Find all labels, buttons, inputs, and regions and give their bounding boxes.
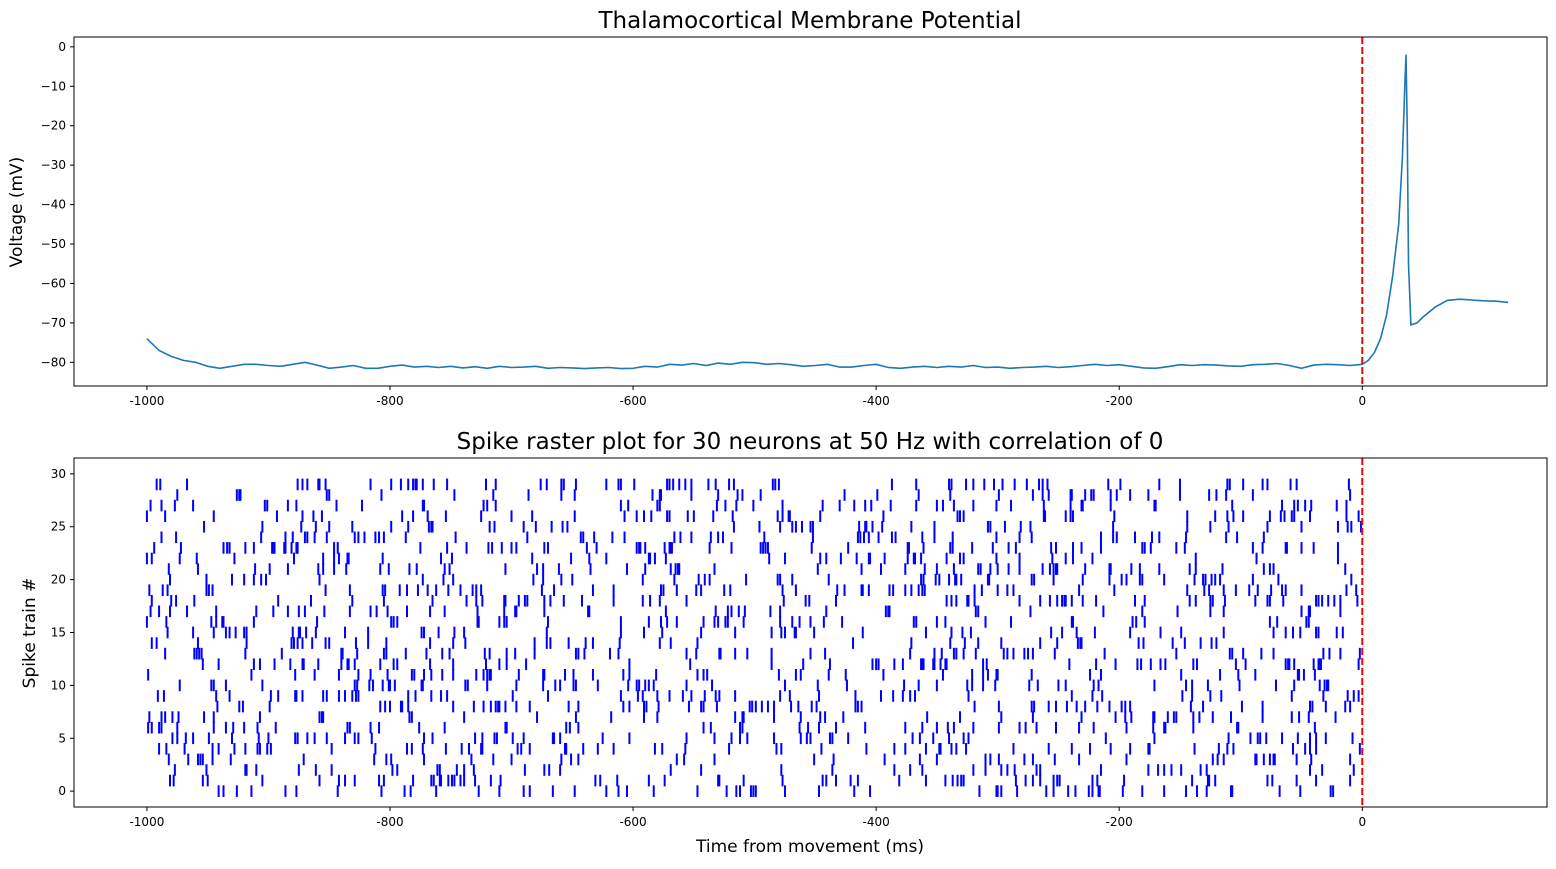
voltage-tick-label: −20 — [41, 119, 66, 133]
time-axis-label: Time from movement (ms) — [695, 837, 924, 857]
membrane-potential-title: Thalamocortical Membrane Potential — [597, 8, 1021, 34]
membrane-potential-ticks: -1000 -800 -600 -400 -200 0 0 −10 −20 −30 −40 −50 −6… — [41, 40, 1366, 408]
voltage-tick-label: −30 — [41, 158, 66, 172]
x-tick-label: 0 — [1358, 394, 1366, 408]
membrane-potential-chart: Thalamocortical Membrane Potential Volta… — [7, 8, 1548, 408]
x-tick-label: -1000 — [129, 394, 164, 408]
x-tick-label: -200 — [1106, 815, 1133, 829]
spike-train-tick-label: 30 — [51, 467, 66, 481]
voltage-tick-label: −80 — [41, 355, 66, 369]
spike-train-tick-label: 15 — [51, 626, 66, 640]
spike-raster-frame — [73, 457, 1548, 808]
x-tick-label: -400 — [863, 815, 890, 829]
spike-train-tick-label: 20 — [51, 573, 66, 587]
x-tick-label: -800 — [376, 394, 403, 408]
spike-raster-title: Spike raster plot for 30 neurons at 50 H… — [457, 429, 1164, 455]
x-tick-label: -600 — [619, 815, 646, 829]
voltage-tick-label: −50 — [41, 237, 66, 251]
voltage-tick-label: 0 — [58, 40, 66, 54]
spike-raster-plot — [145, 458, 1364, 807]
x-tick-label: 0 — [1358, 815, 1366, 829]
spike-train-tick-label: 5 — [58, 731, 66, 745]
x-tick-label: -600 — [619, 394, 646, 408]
voltage-tick-label: −40 — [41, 198, 66, 212]
x-tick-label: -800 — [376, 815, 403, 829]
voltage-tick-label: −10 — [41, 79, 66, 93]
membrane-potential-plot — [146, 37, 1509, 386]
voltage-trace-line — [146, 54, 1509, 370]
spike-raster-ticks: -1000 -800 -600 -400 -200 0 0 5 10 15 20 25 30 — [51, 467, 1366, 829]
spike-raster-chart: Spike raster plot for 30 neurons at 50 H… — [20, 429, 1548, 857]
x-tick-label: -400 — [863, 394, 890, 408]
spike-train-tick-label: 10 — [51, 678, 66, 692]
spike-train-tick-label: 0 — [58, 784, 66, 798]
x-tick-label: -200 — [1106, 394, 1133, 408]
spike-train-axis-label: Spike train # — [20, 578, 40, 689]
voltage-axis-label: Voltage (mV) — [7, 157, 27, 268]
voltage-tick-label: −70 — [41, 316, 66, 330]
spike-train-tick-label: 25 — [51, 520, 66, 534]
x-tick-label: -1000 — [129, 815, 164, 829]
voltage-tick-label: −60 — [41, 276, 66, 290]
membrane-potential-frame — [73, 36, 1548, 387]
